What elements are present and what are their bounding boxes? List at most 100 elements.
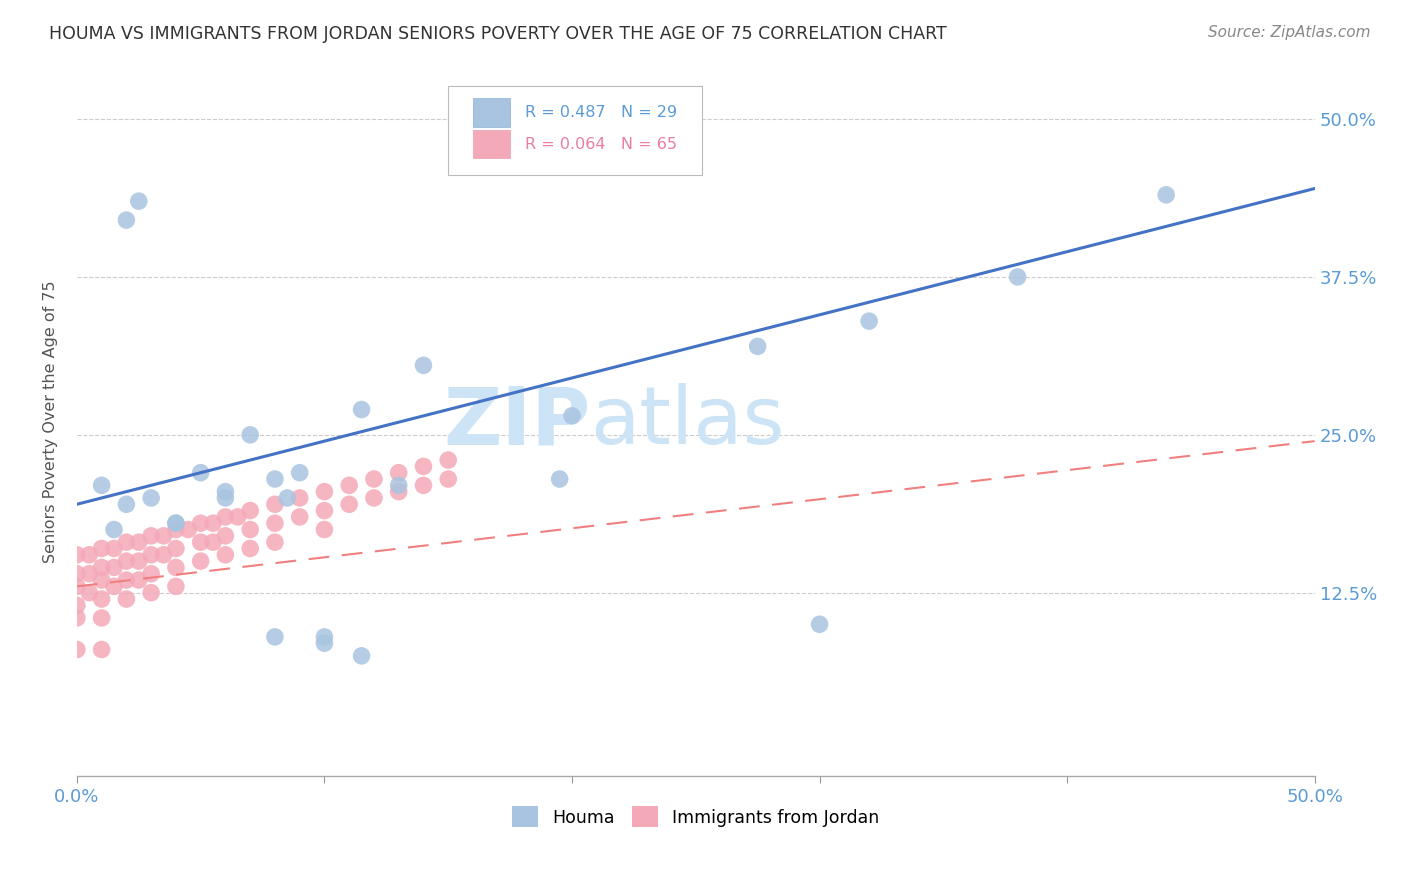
Point [239, 427, 262, 442]
Point [77, 548, 100, 562]
Point [115, 554, 138, 568]
Point [152, 529, 174, 543]
Point [350, 402, 373, 417]
Point [103, 523, 125, 537]
Point [288, 491, 311, 505]
Point [90, 478, 112, 492]
Point [66, 642, 89, 657]
Point [264, 630, 287, 644]
Point [90, 611, 112, 625]
Text: Source: ZipAtlas.com: Source: ZipAtlas.com [1208, 25, 1371, 40]
Point [412, 359, 434, 373]
Point [139, 491, 162, 505]
Point [314, 484, 336, 499]
Text: ZIP: ZIP [443, 384, 591, 461]
Point [314, 523, 336, 537]
Point [190, 554, 212, 568]
Point [226, 509, 249, 524]
Point [128, 554, 150, 568]
Point [115, 213, 138, 227]
Point [314, 630, 336, 644]
Point [388, 466, 411, 480]
Point [165, 516, 187, 531]
Point [77, 566, 100, 581]
Point [115, 497, 138, 511]
Point [139, 585, 162, 599]
Point [90, 592, 112, 607]
Point [437, 453, 460, 467]
Point [276, 491, 298, 505]
Point [103, 560, 125, 574]
Point [165, 541, 187, 556]
Point [66, 579, 89, 593]
Point [388, 478, 411, 492]
Point [350, 648, 373, 663]
Point [190, 466, 212, 480]
Point [165, 523, 187, 537]
Point [314, 503, 336, 517]
FancyBboxPatch shape [472, 98, 510, 127]
Point [239, 523, 262, 537]
Point [128, 573, 150, 587]
Point [214, 491, 236, 505]
Text: atlas: atlas [591, 384, 785, 461]
Point [152, 548, 174, 562]
Text: R = 0.487   N = 29: R = 0.487 N = 29 [524, 105, 678, 120]
Point [90, 573, 112, 587]
Point [264, 516, 287, 531]
Y-axis label: Seniors Poverty Over the Age of 75: Seniors Poverty Over the Age of 75 [44, 281, 58, 564]
Point [437, 472, 460, 486]
Point [264, 472, 287, 486]
Point [66, 611, 89, 625]
Point [66, 566, 89, 581]
Point [412, 459, 434, 474]
Point [239, 503, 262, 517]
Point [1007, 269, 1029, 284]
Point [190, 535, 212, 549]
Point [66, 548, 89, 562]
FancyBboxPatch shape [449, 87, 702, 175]
Point [190, 516, 212, 531]
Point [264, 535, 287, 549]
Point [561, 409, 583, 423]
Point [412, 478, 434, 492]
Point [177, 523, 200, 537]
Point [214, 509, 236, 524]
Point [747, 339, 769, 353]
Point [288, 509, 311, 524]
Point [239, 541, 262, 556]
Point [808, 617, 831, 632]
Text: HOUMA VS IMMIGRANTS FROM JORDAN SENIORS POVERTY OVER THE AGE OF 75 CORRELATION C: HOUMA VS IMMIGRANTS FROM JORDAN SENIORS … [49, 25, 948, 43]
Point [90, 560, 112, 574]
Point [388, 484, 411, 499]
Text: R = 0.064   N = 65: R = 0.064 N = 65 [524, 136, 676, 152]
Point [214, 529, 236, 543]
Point [1154, 187, 1177, 202]
Point [165, 560, 187, 574]
Point [363, 472, 385, 486]
Point [165, 516, 187, 531]
Legend: Houma, Immigrants from Jordan: Houma, Immigrants from Jordan [505, 799, 886, 834]
Point [288, 466, 311, 480]
Point [115, 592, 138, 607]
Point [858, 314, 880, 328]
Point [128, 194, 150, 208]
Point [314, 636, 336, 650]
Point [103, 541, 125, 556]
Point [214, 484, 236, 499]
FancyBboxPatch shape [472, 130, 510, 159]
Point [264, 497, 287, 511]
Point [139, 529, 162, 543]
Point [115, 535, 138, 549]
Point [115, 573, 138, 587]
Point [128, 535, 150, 549]
Point [337, 497, 360, 511]
Point [337, 478, 360, 492]
Point [139, 566, 162, 581]
Point [548, 472, 571, 486]
Point [202, 516, 225, 531]
Point [103, 579, 125, 593]
Point [90, 642, 112, 657]
Point [214, 548, 236, 562]
Point [139, 548, 162, 562]
